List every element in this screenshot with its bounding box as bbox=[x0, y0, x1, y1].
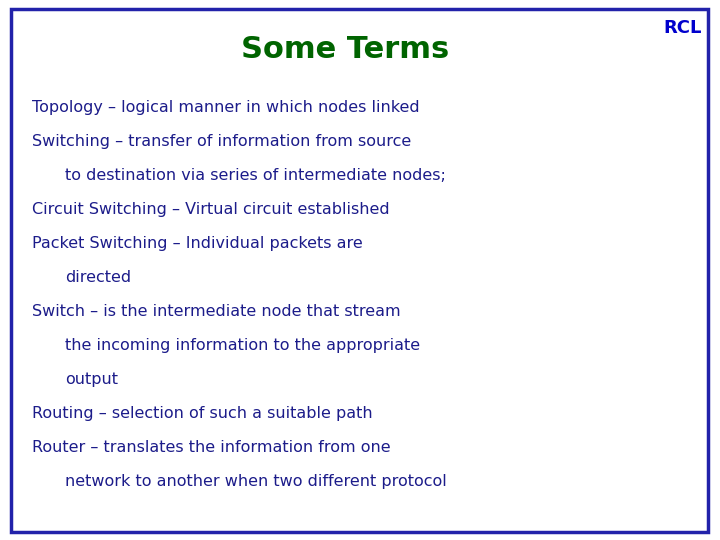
Text: Circuit Switching – Virtual circuit established: Circuit Switching – Virtual circuit esta… bbox=[32, 202, 390, 217]
Text: Some Terms: Some Terms bbox=[241, 35, 450, 64]
Text: Routing – selection of such a suitable path: Routing – selection of such a suitable p… bbox=[32, 406, 373, 421]
Text: network to another when two different protocol: network to another when two different pr… bbox=[65, 474, 446, 489]
Text: output: output bbox=[65, 372, 118, 387]
Text: the incoming information to the appropriate: the incoming information to the appropri… bbox=[65, 338, 420, 353]
Text: RCL: RCL bbox=[664, 19, 702, 37]
Text: Switch – is the intermediate node that stream: Switch – is the intermediate node that s… bbox=[32, 304, 401, 319]
Text: Topology – logical manner in which nodes linked: Topology – logical manner in which nodes… bbox=[32, 100, 420, 115]
Text: directed: directed bbox=[65, 270, 131, 285]
FancyBboxPatch shape bbox=[11, 9, 708, 532]
Text: to destination via series of intermediate nodes;: to destination via series of intermediat… bbox=[65, 168, 446, 183]
Text: Packet Switching – Individual packets are: Packet Switching – Individual packets ar… bbox=[32, 236, 363, 251]
Text: Switching – transfer of information from source: Switching – transfer of information from… bbox=[32, 134, 412, 149]
Text: Router – translates the information from one: Router – translates the information from… bbox=[32, 440, 391, 455]
